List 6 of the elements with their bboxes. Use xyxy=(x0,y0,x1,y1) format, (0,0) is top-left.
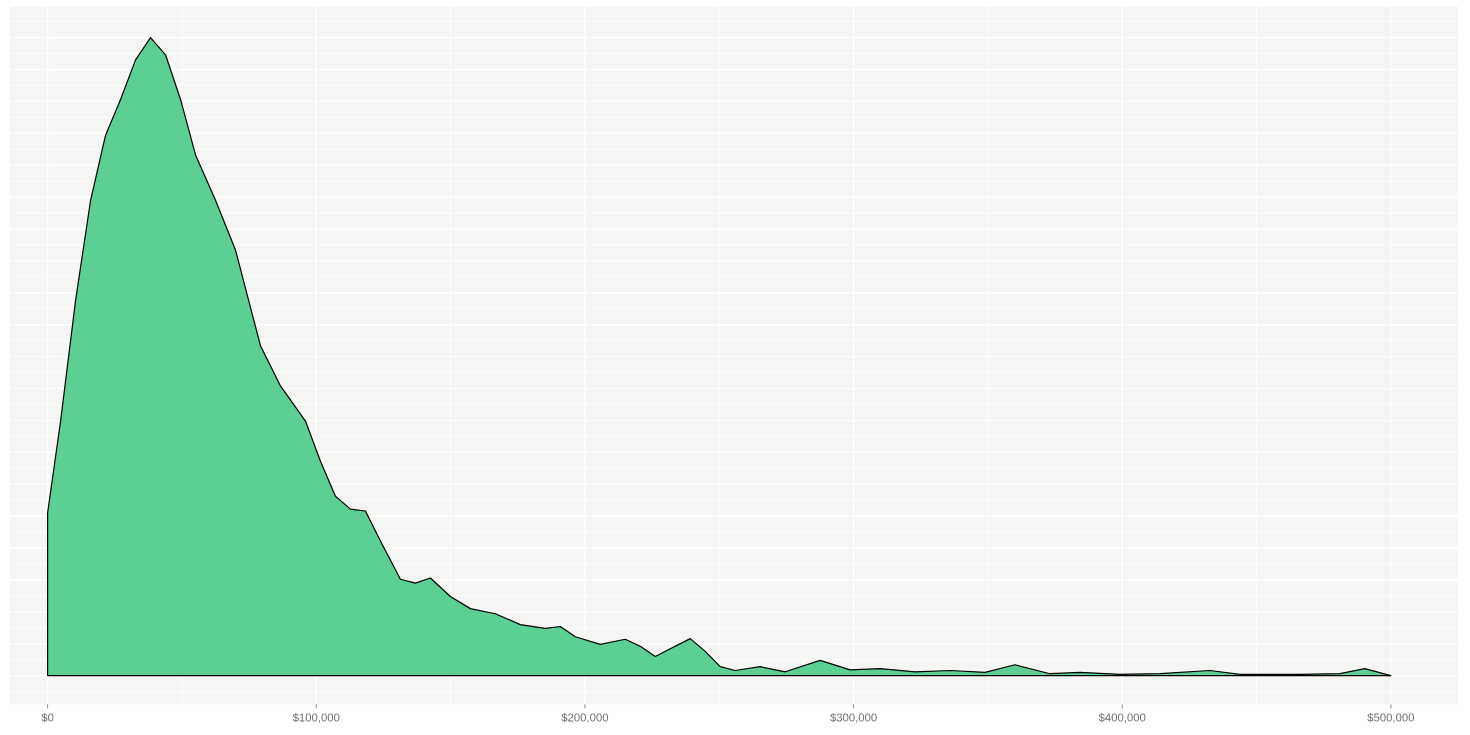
x-tick-label: $500,000 xyxy=(1367,713,1415,723)
x-tick-label: $300,000 xyxy=(830,713,877,723)
x-tick-label: $100,000 xyxy=(292,713,340,723)
x-tick-label: $400,000 xyxy=(1098,713,1146,723)
x-tick-label: $0 xyxy=(41,713,54,723)
x-tick-label: $200,000 xyxy=(561,713,609,723)
